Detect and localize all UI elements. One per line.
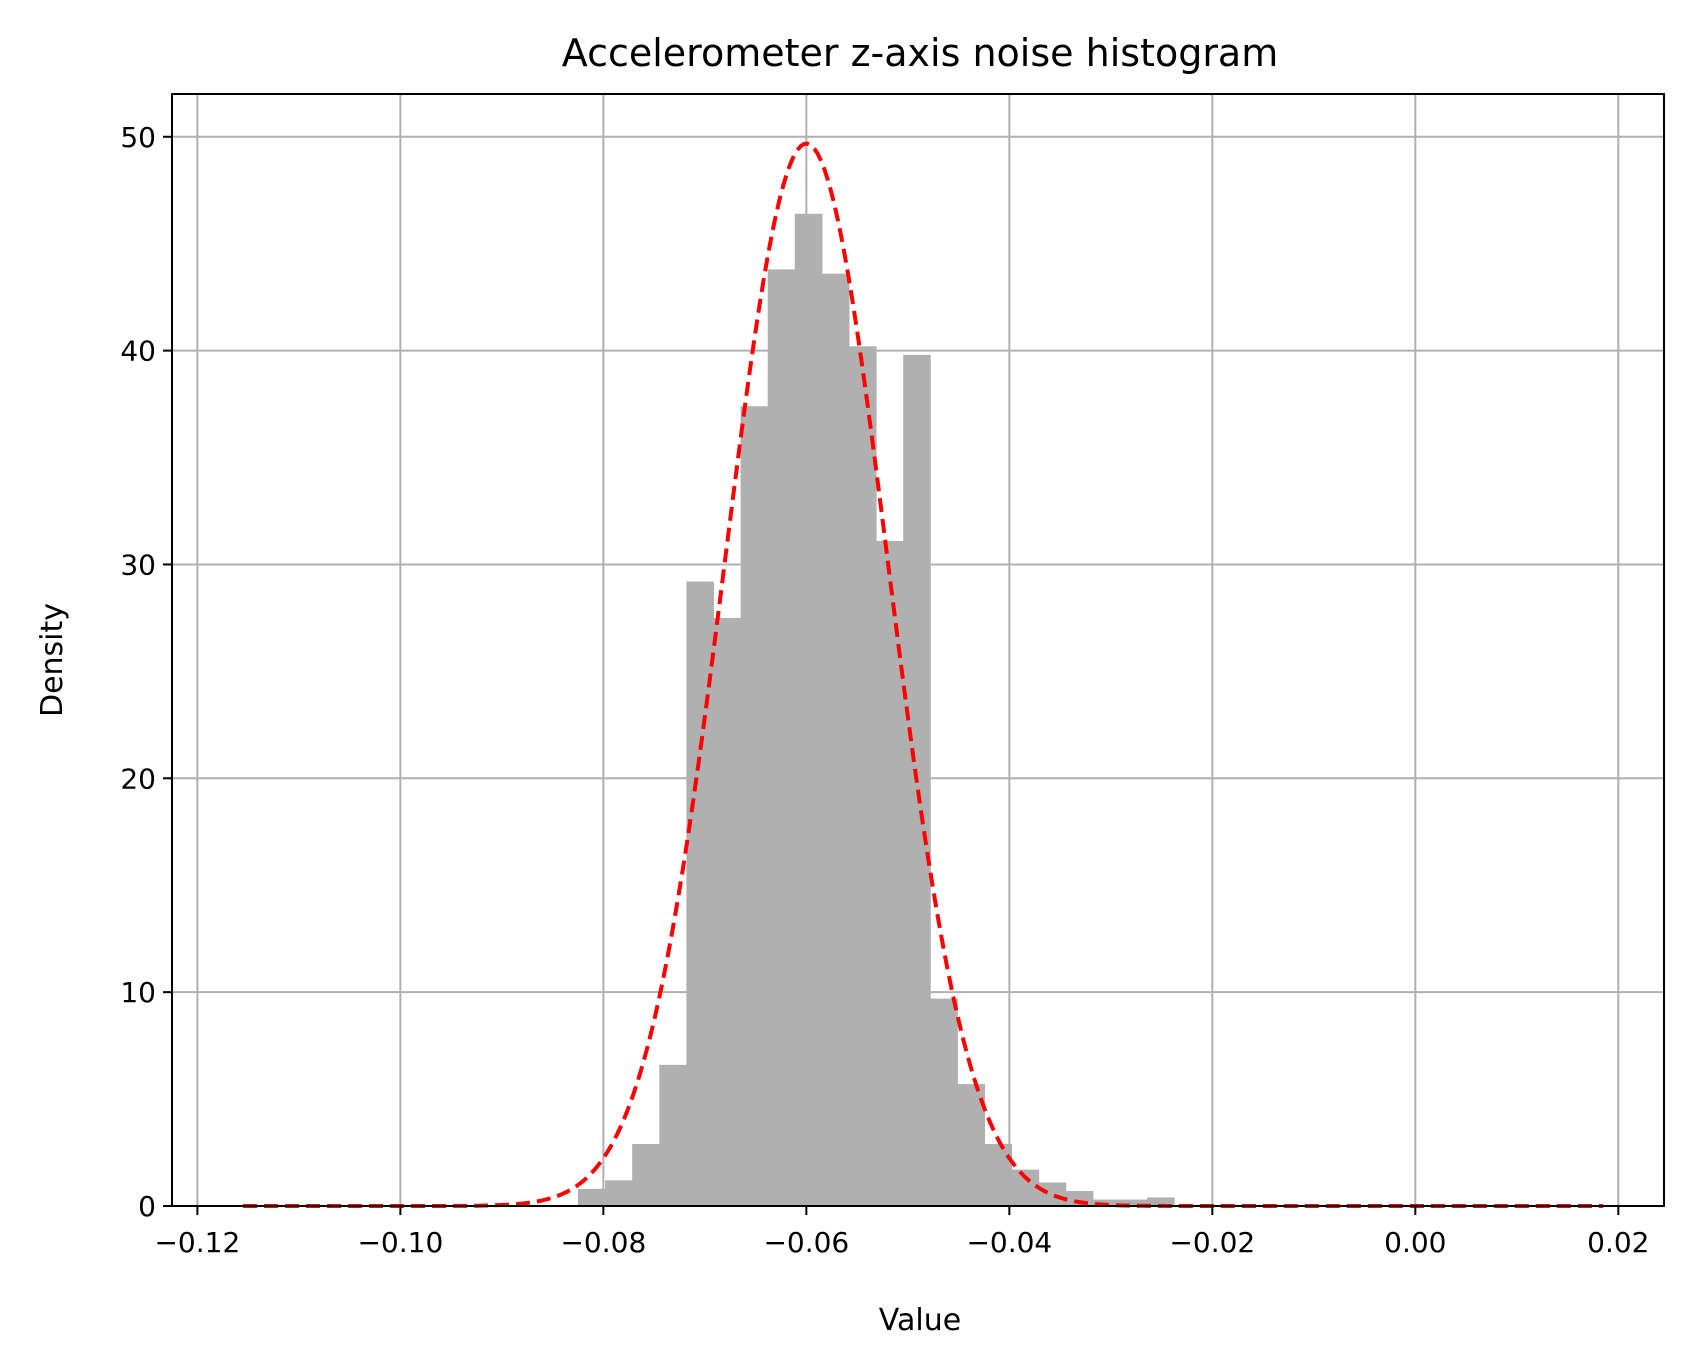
histogram-bar xyxy=(1119,1199,1148,1206)
x-tick-label: 0.02 xyxy=(1587,1226,1649,1259)
y-tick-label: 30 xyxy=(120,548,156,581)
y-tick-label: 50 xyxy=(120,121,156,154)
x-tick-label: −0.08 xyxy=(560,1226,646,1259)
histogram-bar xyxy=(984,1143,1013,1206)
histogram-bar xyxy=(821,273,850,1207)
histogram-bar xyxy=(794,213,823,1206)
plot-frame xyxy=(171,93,1665,1207)
histogram-bar xyxy=(632,1143,660,1206)
histogram-bars xyxy=(577,213,1175,1207)
histogram-bar xyxy=(767,269,796,1206)
x-axis-label: Value xyxy=(879,1303,961,1338)
x-tick-label: −0.06 xyxy=(763,1226,849,1259)
x-tick-label: −0.04 xyxy=(966,1226,1052,1259)
histogram-bar xyxy=(876,540,904,1206)
histogram-bar xyxy=(713,617,742,1206)
histogram-bar xyxy=(930,998,958,1206)
y-tick-label: 0 xyxy=(138,1190,156,1223)
chart-title: Accelerometer z-axis noise histogram xyxy=(562,31,1279,75)
histogram-bar xyxy=(1038,1182,1067,1206)
y-axis-label: Density xyxy=(35,603,70,717)
grid-lines xyxy=(172,94,1664,1207)
histogram-bar xyxy=(577,1188,606,1206)
histogram-bar xyxy=(1092,1199,1121,1206)
histogram-bar xyxy=(1147,1197,1175,1206)
x-tick-label: −0.02 xyxy=(1169,1226,1255,1259)
x-tick-label: 0.00 xyxy=(1384,1226,1446,1259)
y-tick-label: 10 xyxy=(120,976,156,1009)
histogram-bar xyxy=(740,406,769,1206)
y-tick-label: 20 xyxy=(120,762,156,795)
histogram-bar xyxy=(659,1064,687,1206)
x-tick-label: −0.10 xyxy=(357,1226,443,1259)
histogram-bar xyxy=(605,1180,633,1206)
histogram-bar xyxy=(957,1084,985,1206)
x-tick-label: −0.12 xyxy=(154,1226,240,1259)
x-axis-ticks: −0.12 −0.10 −0.08 −0.06 −0.04 −0.02 0.00 0.02 xyxy=(154,1206,1649,1259)
histogram-bar xyxy=(848,346,877,1206)
y-tick-label: 40 xyxy=(120,335,156,368)
y-axis-ticks: 0 10 20 30 40 50 xyxy=(120,121,172,1223)
